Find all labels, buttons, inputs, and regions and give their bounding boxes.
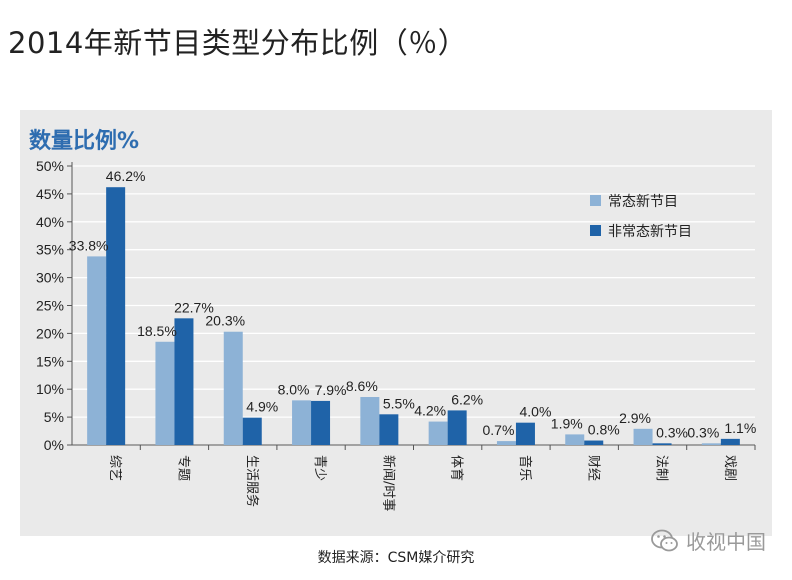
data-label: 22.7% bbox=[174, 299, 214, 315]
data-label: 1.9% bbox=[551, 415, 583, 431]
data-label: 1.1% bbox=[724, 420, 756, 436]
y-tick-label: 10% bbox=[36, 381, 64, 397]
x-category-label: 法制 bbox=[654, 455, 669, 481]
data-label: 4.2% bbox=[414, 403, 446, 419]
bar-regular-3 bbox=[292, 400, 312, 445]
bar-irregular-4 bbox=[379, 414, 399, 445]
data-label: 0.3% bbox=[687, 424, 719, 440]
bar-chart: 数量比例% 0% 5% 10% 15% 20% 25% 30% 35% 40% 45% 50% 综艺 专… bbox=[29, 128, 756, 511]
bar-regular-8 bbox=[633, 428, 653, 445]
legend-label: 非常态新节目 bbox=[608, 224, 692, 240]
data-label: 8.6% bbox=[346, 378, 378, 394]
bar-regular-7 bbox=[565, 434, 585, 445]
legend-label: 常态新节目 bbox=[608, 194, 678, 210]
x-category-label: 新闻/时事 bbox=[380, 455, 396, 511]
chart-subtitle: 数量比例% bbox=[29, 128, 139, 154]
data-label: 0.8% bbox=[588, 422, 620, 438]
y-tick-label: 5% bbox=[44, 409, 64, 425]
data-label: 0.3% bbox=[656, 424, 688, 440]
data-label: 33.8% bbox=[69, 237, 109, 253]
bar-irregular-8 bbox=[652, 443, 672, 445]
bar-irregular-9 bbox=[720, 438, 740, 445]
bar-irregular-1 bbox=[174, 318, 194, 445]
x-category-label: 青少 bbox=[312, 455, 327, 481]
data-label: 8.0% bbox=[278, 381, 310, 397]
bar-regular-4 bbox=[360, 397, 380, 445]
bar-irregular-5 bbox=[447, 410, 467, 445]
data-label: 2.9% bbox=[619, 410, 651, 426]
data-label: 6.2% bbox=[451, 391, 483, 407]
x-category-label: 戏剧 bbox=[722, 455, 737, 481]
legend-swatch bbox=[590, 225, 601, 236]
y-tick-label: 25% bbox=[36, 298, 64, 314]
y-tick-label: 0% bbox=[44, 437, 64, 453]
legend-swatch bbox=[590, 195, 601, 206]
chart-panel: 数量比例% 0% 5% 10% 15% 20% 25% 30% 35% 40% 45% 50% 综艺 专… bbox=[20, 110, 772, 536]
y-tick-label: 35% bbox=[36, 242, 64, 258]
watermark-text: 收视中国 bbox=[686, 530, 766, 554]
data-label: 0.7% bbox=[482, 422, 514, 438]
data-label: 4.0% bbox=[519, 404, 551, 420]
page-title: 2014年新节目类型分布比例（％） bbox=[8, 26, 468, 60]
y-tick-label: 20% bbox=[36, 325, 64, 341]
data-label: 18.5% bbox=[137, 323, 177, 339]
bar-regular-0 bbox=[87, 256, 107, 445]
bar-regular-1 bbox=[155, 341, 175, 445]
bar-irregular-0 bbox=[106, 187, 126, 445]
y-tick-label: 15% bbox=[36, 353, 64, 369]
bar-regular-2 bbox=[223, 331, 243, 445]
x-category-label: 音乐 bbox=[517, 455, 533, 481]
bar-irregular-6 bbox=[515, 422, 535, 445]
data-label: 4.9% bbox=[246, 399, 278, 415]
bar-regular-5 bbox=[428, 421, 448, 445]
data-label: 7.9% bbox=[315, 382, 347, 398]
bar-irregular-7 bbox=[584, 440, 604, 445]
bar-regular-9 bbox=[701, 443, 721, 445]
y-tick-label: 40% bbox=[36, 214, 64, 230]
y-tick-label: 50% bbox=[36, 158, 64, 174]
y-tick-label: 30% bbox=[36, 270, 64, 286]
bar-regular-6 bbox=[496, 441, 516, 445]
watermark: 收视中国 bbox=[650, 526, 766, 555]
data-label: 46.2% bbox=[106, 168, 146, 184]
data-label: 20.3% bbox=[205, 313, 245, 329]
data-label: 5.5% bbox=[383, 395, 415, 411]
x-category-label: 生活服务 bbox=[244, 455, 260, 507]
x-category-label: 专题 bbox=[175, 455, 190, 481]
x-category-label: 财经 bbox=[585, 455, 600, 481]
bar-irregular-3 bbox=[311, 400, 331, 445]
y-tick-label: 45% bbox=[36, 186, 64, 202]
bar-irregular-2 bbox=[242, 417, 262, 445]
x-category-label: 综艺 bbox=[107, 455, 122, 481]
data-source: 数据来源：CSM媒介研究 bbox=[317, 550, 475, 566]
wechat-icon bbox=[651, 529, 678, 551]
x-category-label: 体育 bbox=[449, 455, 465, 481]
